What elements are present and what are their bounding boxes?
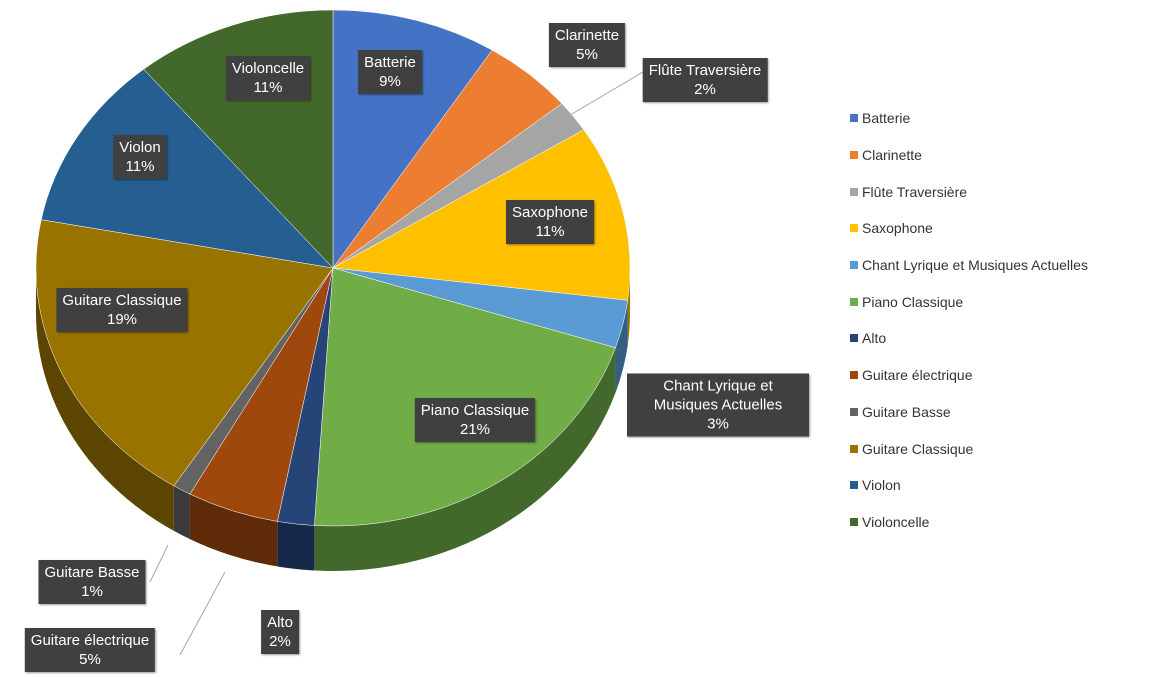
slice [314, 267, 616, 527]
label-category: Violoncelle [231, 60, 305, 77]
slice-side [277, 521, 315, 571]
data-label: Chant Lyrique et Musiques Actuelles 3% [627, 373, 809, 437]
legend-swatch [850, 407, 858, 416]
legend-swatch [850, 481, 858, 490]
slice-side [189, 494, 278, 567]
legend-label: Guitare électrique [862, 367, 973, 384]
legend-swatch [850, 371, 858, 380]
legend-item: Violoncelle [850, 504, 1088, 541]
legend-swatch [850, 444, 858, 453]
legend-label: Piano Classique [862, 293, 964, 310]
legend-swatch [850, 261, 858, 270]
legend-swatch [850, 334, 858, 343]
label-value: 19% [106, 311, 138, 328]
slice-side [615, 300, 628, 393]
leader-line [149, 544, 169, 583]
legend-item: Batterie [850, 100, 1088, 137]
legend-item: Violon [850, 467, 1088, 504]
label-category: Guitare Classique [62, 292, 182, 309]
legend-item: Chant Lyrique et Musiques Actuelles [850, 247, 1088, 284]
legend-label: Saxophone [862, 220, 933, 237]
label-value: 2% [694, 81, 716, 98]
label-category: Violon [119, 139, 161, 156]
label-value: 11% [535, 223, 565, 240]
legend-label: Guitare Classique [862, 440, 974, 457]
data-label: Guitare Basse 1% [38, 560, 146, 604]
label-value: 21% [459, 421, 491, 438]
legend-item: Clarinette [850, 137, 1088, 174]
data-label: Batterie 9% [358, 50, 422, 94]
label-value: 9% [379, 73, 401, 90]
data-label: Violon 11% [113, 135, 167, 179]
label-category: Alto [267, 614, 293, 631]
slice [332, 129, 631, 301]
legend-label: Guitare Basse [862, 403, 951, 420]
legend-label: Violoncelle [862, 513, 930, 530]
legend-label: Batterie [862, 110, 911, 127]
legend-label: Chant Lyrique et Musiques Actuelles [862, 257, 1088, 274]
data-label: Violoncelle 11% [225, 56, 311, 100]
label-value: 11% [253, 79, 283, 96]
slice-side [314, 347, 616, 571]
legend-swatch [850, 187, 858, 196]
data-label: Flûte Traversière 2% [642, 58, 768, 102]
data-label: Piano Classique 21% [414, 398, 536, 442]
leader-line [179, 571, 226, 656]
legend-label: Clarinette [862, 147, 922, 164]
legend-swatch [850, 297, 858, 306]
slice-side [173, 485, 190, 540]
label-value: 3% [707, 415, 729, 433]
legend-label: Alto [862, 330, 887, 347]
legend-swatch [850, 114, 858, 123]
legend: Batterie Clarinette Flûte Traversière Saxop… [850, 100, 1088, 540]
data-label: Saxophone 11% [506, 200, 594, 244]
data-label: Guitare Classique 19% [56, 288, 188, 332]
legend-swatch [850, 151, 858, 160]
legend-swatch [850, 224, 858, 233]
label-value: 1% [81, 583, 103, 600]
legend-item: Saxophone [850, 210, 1088, 247]
chart [35, 9, 661, 656]
label-value: 2% [269, 633, 291, 650]
data-label: Clarinette 5% [548, 23, 626, 67]
label-category: Guitare Basse [44, 564, 140, 581]
label-category: Piano Classique [420, 402, 530, 419]
legend-item: Flûte Traversière [850, 173, 1088, 210]
label-value: 5% [576, 46, 598, 63]
label-category: Flûte Traversière [648, 62, 762, 79]
label-category: Clarinette [554, 27, 620, 44]
legend-item: Guitare Basse [850, 394, 1088, 431]
data-label: Guitare électrique 5% [24, 628, 156, 672]
legend-label: Violon [862, 477, 901, 494]
data-label: Alto 2% [261, 610, 299, 654]
slice [40, 68, 334, 269]
label-category: Batterie [364, 54, 416, 71]
legend-item: Alto [850, 320, 1088, 357]
legend-label: Flûte Traversière [862, 183, 968, 200]
legend-item: Guitare électrique [850, 357, 1088, 394]
legend-swatch [850, 517, 858, 526]
label-category: Chant Lyrique et Musiques Actuelles [653, 377, 783, 414]
label-category: Saxophone [512, 204, 588, 221]
legend-item: Piano Classique [850, 283, 1088, 320]
label-value: 5% [79, 651, 101, 668]
slice [35, 219, 334, 487]
label-category: Guitare électrique [30, 632, 150, 649]
label-value: 11% [125, 158, 155, 175]
legend-item: Guitare Classique [850, 430, 1088, 467]
slice-side [36, 268, 174, 531]
